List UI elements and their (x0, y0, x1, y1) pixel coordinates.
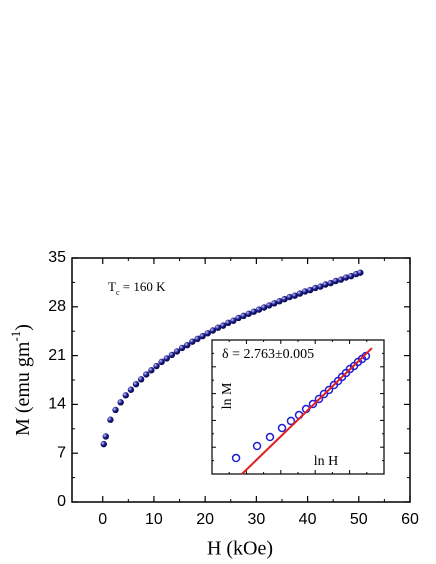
data-point (184, 341, 191, 349)
inset-x-label: ln H (314, 454, 339, 469)
data-point (148, 367, 155, 374)
inset-point (231, 453, 241, 463)
data-point (209, 327, 217, 334)
x-tick-label: 40 (299, 511, 317, 528)
x-tick-label: 20 (196, 511, 214, 528)
data-point (240, 312, 247, 320)
data-point (199, 332, 206, 340)
data-point (260, 304, 268, 311)
data-point (100, 440, 107, 448)
fit-line (241, 347, 373, 475)
data-point (214, 324, 222, 331)
inset-point (286, 416, 296, 426)
inset-point (319, 389, 329, 399)
data-point (158, 358, 165, 366)
y-tick-label: 28 (48, 298, 66, 315)
data-point (168, 351, 176, 359)
y-tick-label: 0 (57, 493, 66, 510)
data-point (265, 302, 273, 309)
annotation: Tc = 160 K (108, 279, 166, 297)
data-point (122, 392, 129, 399)
x-axis-label: H (kOe) (207, 538, 273, 560)
data-point (204, 330, 211, 337)
inset-annotation: δ = 2.763±0.005 (222, 347, 314, 362)
data-point (291, 292, 298, 299)
data-point (102, 433, 110, 440)
x-tick-label: 50 (350, 511, 368, 528)
data-point (317, 283, 324, 290)
data-point (327, 279, 334, 287)
x-tick-label: 0 (98, 511, 107, 528)
inset-y-label: ln M (220, 382, 235, 409)
data-point (347, 272, 355, 280)
data-point (137, 376, 145, 383)
data-point (250, 308, 258, 315)
y-axis-label: M (emu gm-1) (8, 324, 34, 436)
inset-point (314, 394, 324, 404)
data-point (322, 281, 329, 288)
data-point (178, 344, 186, 352)
inset-point (265, 432, 275, 442)
data-point (337, 276, 345, 283)
data-point (224, 319, 232, 327)
x-tick-label: 60 (401, 511, 419, 528)
data-point (173, 348, 181, 355)
data-point (286, 293, 293, 301)
data-point (306, 286, 314, 294)
data-point (230, 317, 237, 324)
data-point (342, 274, 350, 281)
data-point (153, 362, 160, 370)
x-tick-label: 10 (145, 511, 163, 528)
data-point (245, 310, 252, 317)
inset-point (308, 399, 318, 409)
data-point (127, 386, 135, 393)
data-point (296, 290, 304, 297)
x-tick-label: 30 (247, 511, 265, 528)
inset-point (324, 385, 334, 395)
data-point (235, 314, 242, 322)
data-point (143, 371, 150, 378)
data-point (357, 269, 364, 276)
inset-point (252, 441, 262, 451)
data-point (301, 288, 309, 295)
inset-point (277, 423, 287, 433)
data-point (276, 298, 283, 305)
data-point (332, 277, 339, 285)
data-point (112, 406, 119, 414)
data-point (107, 416, 114, 423)
data-point (189, 338, 196, 345)
data-point (271, 300, 278, 307)
y-tick-label: 35 (48, 249, 66, 266)
data-point (117, 399, 124, 406)
y-tick-label: 7 (57, 444, 66, 461)
data-point (132, 380, 140, 388)
y-tick-label: 21 (48, 347, 66, 364)
data-point (312, 284, 319, 292)
data-point (163, 355, 170, 362)
data-point (194, 335, 201, 343)
data-point (281, 295, 288, 303)
data-point (255, 306, 263, 313)
data-point (219, 322, 227, 329)
y-tick-label: 14 (48, 396, 66, 413)
